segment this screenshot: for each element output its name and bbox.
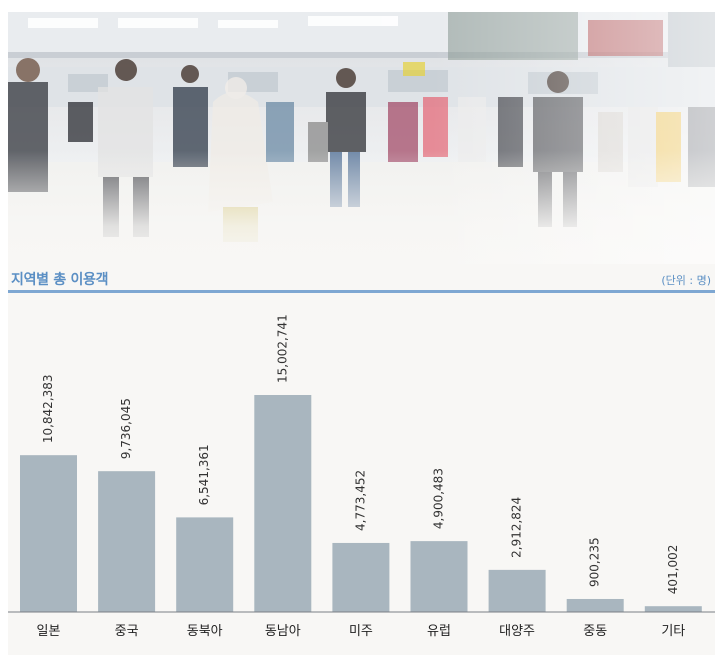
value-label-3: 15,002,741	[275, 314, 289, 383]
category-label-8: 기타	[661, 624, 685, 639]
bar-7	[566, 598, 624, 612]
category-labels-layer: 일본 중국 동북아 동남아 미주 유럽 대양주 중동 기타	[37, 624, 686, 639]
category-label-0: 일본	[37, 624, 61, 639]
bars-layer	[20, 395, 702, 612]
bar-8	[644, 606, 702, 612]
value-label-5: 4,900,483	[432, 468, 446, 529]
value-label-2: 6,541,361	[197, 444, 211, 505]
category-label-7: 중동	[583, 624, 607, 639]
figure-frame: 지역별 총 이용객 (단위 : 명) 10,842,383 9,736,045 6,…	[8, 12, 715, 655]
value-labels-layer: 10,842,383 9,736,045 6,541,361 15,002,741 4,…	[41, 314, 680, 594]
airport-photo	[8, 12, 715, 264]
value-label-8: 401,002	[666, 545, 680, 595]
bar-5	[410, 541, 468, 612]
bar-0	[20, 455, 77, 612]
bar-1	[98, 471, 156, 612]
category-label-6: 대양주	[499, 624, 535, 639]
category-label-1: 중국	[115, 624, 139, 639]
category-label-3: 동남아	[265, 624, 301, 639]
category-label-4: 미주	[349, 624, 373, 639]
photo-fade-right-overlay	[8, 12, 715, 264]
bar-4	[332, 542, 390, 612]
value-label-0: 10,842,383	[41, 374, 55, 443]
value-label-4: 4,773,452	[353, 470, 367, 531]
unit-label: (단위 : 명)	[661, 274, 711, 287]
value-label-1: 9,736,045	[119, 398, 133, 459]
value-label-6: 2,912,824	[510, 497, 524, 558]
bar-chart: 10,842,383 9,736,045 6,541,361 15,002,741 4,…	[8, 314, 715, 639]
bar-3	[254, 395, 312, 612]
category-label-5: 유럽	[427, 624, 451, 639]
chart-title: 지역별 총 이용객	[11, 272, 109, 288]
category-label-2: 동북아	[187, 624, 223, 639]
title-rule	[8, 290, 715, 293]
value-label-7: 900,235	[588, 537, 602, 587]
bar-2	[176, 517, 234, 612]
bar-6	[488, 569, 546, 612]
